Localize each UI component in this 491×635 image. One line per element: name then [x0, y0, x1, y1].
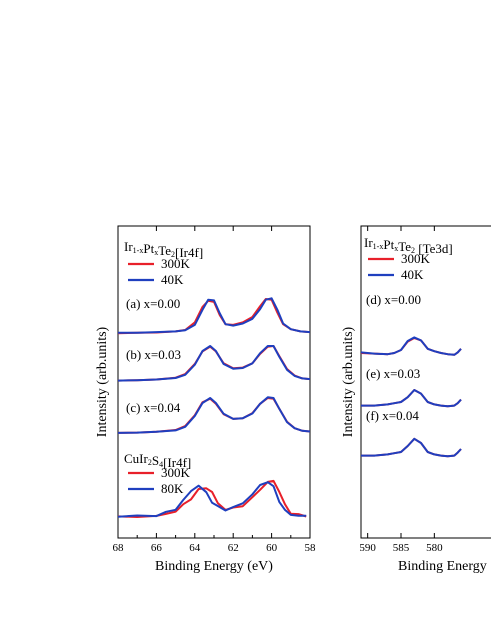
spectrum-label: (d) x=0.00 [366, 292, 421, 307]
plot-frame [360, 225, 491, 539]
x-axis-label: Binding Energy (eV) [155, 559, 273, 574]
group-title: CuIr2S4[Ir4f] [124, 451, 191, 470]
series-line-40K [361, 336, 462, 356]
plot-frame [117, 225, 311, 539]
y-axis-label: Intensity (arb.units) [95, 326, 110, 437]
legend-label: 80K [161, 481, 184, 496]
x-tick-label: 58 [305, 542, 317, 554]
x-tick-label: 580 [426, 542, 443, 554]
series-line-40K [118, 345, 310, 382]
legend-label: 40K [401, 267, 424, 282]
legend-label: 300K [401, 251, 431, 266]
legend-label: 300K [161, 256, 191, 271]
spectrum-label: (a) x=0.00 [126, 296, 180, 311]
series-line-40K [118, 297, 310, 334]
x-tick-label: 590 [359, 542, 376, 554]
series-line-80K [118, 481, 307, 518]
legend-label: 40K [161, 272, 184, 287]
y-axis-label: Intensity (arb.units) [341, 326, 356, 437]
x-tick-label: 60 [266, 542, 278, 554]
series-line-40K [361, 389, 462, 408]
x-tick-label: 66 [151, 542, 163, 554]
spectrum-label: (c) x=0.04 [126, 400, 181, 415]
spectrum-label: (b) x=0.03 [126, 347, 181, 362]
series-line-300K [361, 337, 462, 356]
series-line-40K [118, 396, 310, 434]
x-tick-label: 585 [393, 542, 410, 554]
x-tick-label: 64 [189, 542, 201, 554]
spectrum-label: (e) x=0.03 [366, 366, 420, 381]
x-axis-label: Binding Energy [398, 559, 487, 574]
chart-panel-left: 68 66 64 62 60 58 Binding Energy (eV) Intensity… [95, 225, 317, 574]
plot-area [118, 297, 310, 518]
spectrum-label: (f) x=0.04 [366, 408, 419, 423]
legend-label: 300K [161, 465, 191, 480]
x-tick-label: 62 [228, 542, 239, 554]
group-title: Ir1-xPtxTe2[Ir4f] [124, 239, 203, 260]
group-title: Ir1-xPtxTe2 [Te3d] [364, 235, 453, 256]
x-tick-label: 68 [113, 542, 125, 554]
series-line-40K [361, 437, 462, 458]
plot-area [361, 336, 462, 458]
